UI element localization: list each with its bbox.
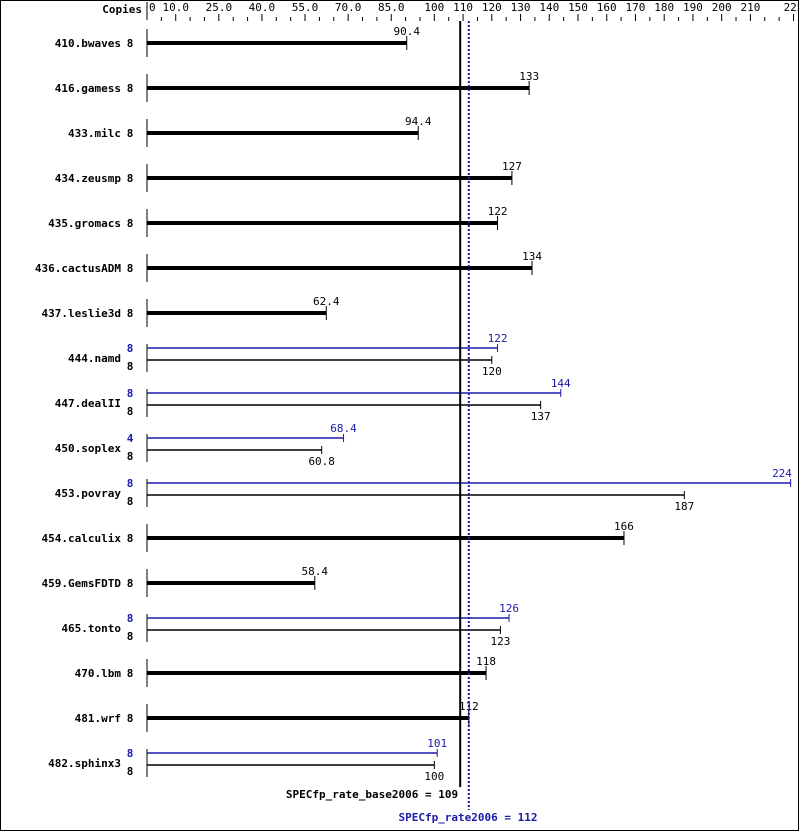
- peak-value-label: 126: [499, 602, 519, 615]
- tick-label: 210: [740, 1, 760, 14]
- peak-copies: 4: [127, 432, 134, 445]
- base-copies: 8: [127, 82, 134, 95]
- benchmark-name: 434.zeusmp: [55, 172, 122, 185]
- peak-copies: 8: [127, 477, 134, 490]
- base-copies: 8: [127, 37, 134, 50]
- base-value-label: 123: [490, 635, 510, 648]
- benchmark-name: 454.calculix: [42, 532, 122, 545]
- benchmark-name: 435.gromacs: [48, 217, 121, 230]
- tick-label: 190: [683, 1, 703, 14]
- tick-label: 85.0: [378, 1, 405, 14]
- tick-label: 200: [712, 1, 732, 14]
- tick-label: 10.0: [162, 1, 189, 14]
- tick-label: 180: [654, 1, 674, 14]
- benchmark-name: 433.milc: [68, 127, 121, 140]
- tick-label: 225: [784, 1, 799, 14]
- peak-value-label: 68.4: [330, 422, 357, 435]
- peak-reference-label: SPECfp_rate2006 = 112: [398, 811, 537, 824]
- base-copies: 8: [127, 630, 134, 643]
- base-copies: 8: [127, 172, 134, 185]
- benchmark-name: 436.cactusADM: [35, 262, 121, 275]
- peak-value-label: 101: [427, 737, 447, 750]
- benchmark-name: 450.soplex: [55, 442, 122, 455]
- base-value-label: 122: [488, 205, 508, 218]
- benchmark-name: 481.wrf: [75, 712, 121, 725]
- base-copies: 8: [127, 360, 134, 373]
- tick-label: 100: [424, 1, 444, 14]
- base-value-label: 134: [522, 250, 542, 263]
- tick-label: 130: [511, 1, 531, 14]
- base-value-label: 58.4: [302, 565, 329, 578]
- base-value-label: 90.4: [393, 25, 420, 38]
- base-copies: 8: [127, 405, 134, 418]
- copies-header: Copies: [102, 3, 142, 16]
- benchmark-name: 465.tonto: [61, 622, 121, 635]
- benchmark-name: 470.lbm: [75, 667, 122, 680]
- base-copies: 8: [127, 765, 134, 778]
- peak-copies: 8: [127, 747, 134, 760]
- benchmark-name: 444.namd: [68, 352, 121, 365]
- base-value-label: 118: [476, 655, 496, 668]
- benchmark-name: 416.gamess: [55, 82, 121, 95]
- benchmark-name: 459.GemsFDTD: [42, 577, 122, 590]
- tick-label: 0: [149, 1, 156, 14]
- base-copies: 8: [127, 532, 134, 545]
- base-value-label: 60.8: [308, 455, 335, 468]
- base-value-label: 127: [502, 160, 522, 173]
- benchmark-name: 447.dealII: [55, 397, 121, 410]
- base-value-label: 187: [674, 500, 694, 513]
- tick-label: 40.0: [249, 1, 276, 14]
- base-value-label: 62.4: [313, 295, 340, 308]
- base-value-label: 94.4: [405, 115, 432, 128]
- base-copies: 8: [127, 577, 134, 590]
- tick-label: 120: [482, 1, 502, 14]
- peak-copies: 8: [127, 342, 134, 355]
- base-copies: 8: [127, 262, 134, 275]
- base-copies: 8: [127, 307, 134, 320]
- base-value-label: 166: [614, 520, 634, 533]
- peak-value-label: 224: [772, 467, 792, 480]
- tick-label: 170: [626, 1, 646, 14]
- tick-label: 150: [568, 1, 588, 14]
- peak-value-label: 144: [551, 377, 571, 390]
- peak-copies: 8: [127, 612, 134, 625]
- base-value-label: 120: [482, 365, 502, 378]
- base-value-label: 133: [519, 70, 539, 83]
- base-copies: 8: [127, 127, 134, 140]
- base-copies: 8: [127, 712, 134, 725]
- base-value-label: 100: [424, 770, 444, 783]
- base-copies: 8: [127, 217, 134, 230]
- tick-label: 25.0: [206, 1, 233, 14]
- benchmark-name: 453.povray: [55, 487, 122, 500]
- tick-label: 160: [597, 1, 617, 14]
- base-copies: 8: [127, 667, 134, 680]
- peak-value-label: 122: [488, 332, 508, 345]
- base-reference-label: SPECfp_rate_base2006 = 109: [286, 788, 458, 801]
- base-copies: 8: [127, 495, 134, 508]
- benchmark-name: 410.bwaves: [55, 37, 121, 50]
- benchmark-name: 437.leslie3d: [42, 307, 121, 320]
- peak-copies: 8: [127, 387, 134, 400]
- base-copies: 8: [127, 450, 134, 463]
- tick-label: 140: [539, 1, 559, 14]
- tick-label: 55.0: [292, 1, 319, 14]
- base-value-label: 137: [531, 410, 551, 423]
- benchmark-name: 482.sphinx3: [48, 757, 121, 770]
- tick-label: 110: [453, 1, 473, 14]
- tick-label: 70.0: [335, 1, 362, 14]
